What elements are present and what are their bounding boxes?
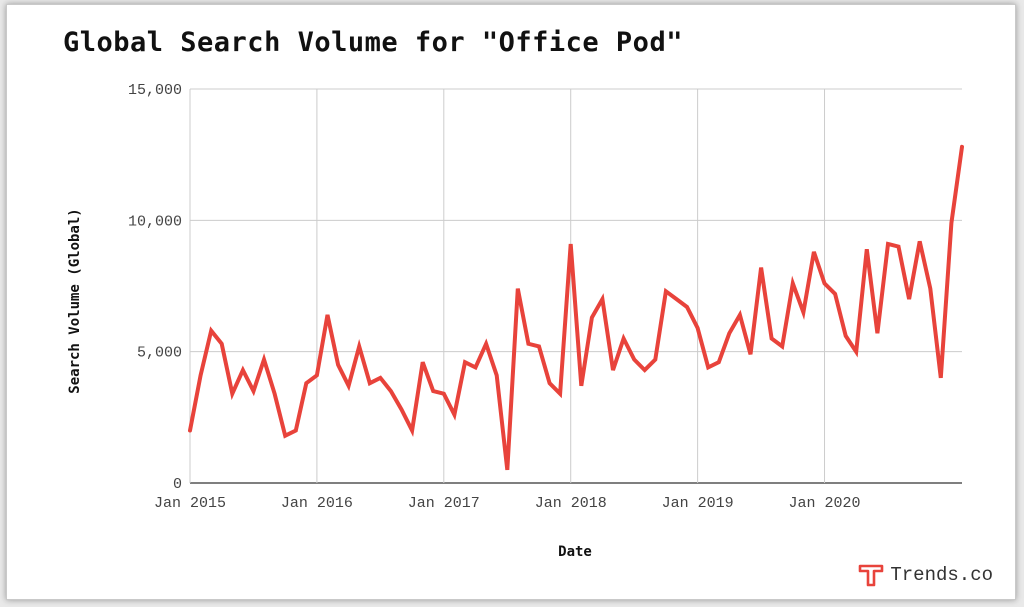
grid bbox=[189, 88, 962, 484]
chart-card: Global Search Volume for "Office Pod" 0 5… bbox=[6, 4, 1016, 600]
x-tick-label: Jan 2019 bbox=[662, 495, 734, 512]
y-tick-label: 0 bbox=[173, 476, 182, 493]
y-tick-label: 5,000 bbox=[137, 345, 182, 362]
y-tick-labels: 0 5,000 10,000 15,000 bbox=[128, 82, 182, 493]
x-axis-label: Date bbox=[558, 544, 592, 560]
y-tick-label: 10,000 bbox=[128, 213, 182, 230]
x-tick-labels: Jan 2015 Jan 2016 Jan 2017 Jan 2018 Jan 2019… bbox=[154, 495, 861, 512]
chart-title: Global Search Volume for "Office Pod" bbox=[63, 27, 683, 58]
x-tick-label: Jan 2015 bbox=[154, 495, 226, 512]
y-axis-label: Search Volume (Global) bbox=[67, 208, 83, 393]
brand: Trends.co bbox=[858, 563, 993, 587]
brand-name: Trends.co bbox=[890, 564, 993, 586]
x-tick-label: Jan 2018 bbox=[535, 495, 607, 512]
x-tick-label: Jan 2017 bbox=[408, 495, 480, 512]
series-search-volume bbox=[188, 144, 964, 471]
trends-t-logo-icon bbox=[859, 564, 884, 587]
y-tick-label: 15,000 bbox=[128, 82, 182, 99]
x-tick-label: Jan 2016 bbox=[281, 495, 353, 512]
series-line bbox=[188, 144, 964, 471]
x-tick-label: Jan 2020 bbox=[789, 495, 861, 512]
